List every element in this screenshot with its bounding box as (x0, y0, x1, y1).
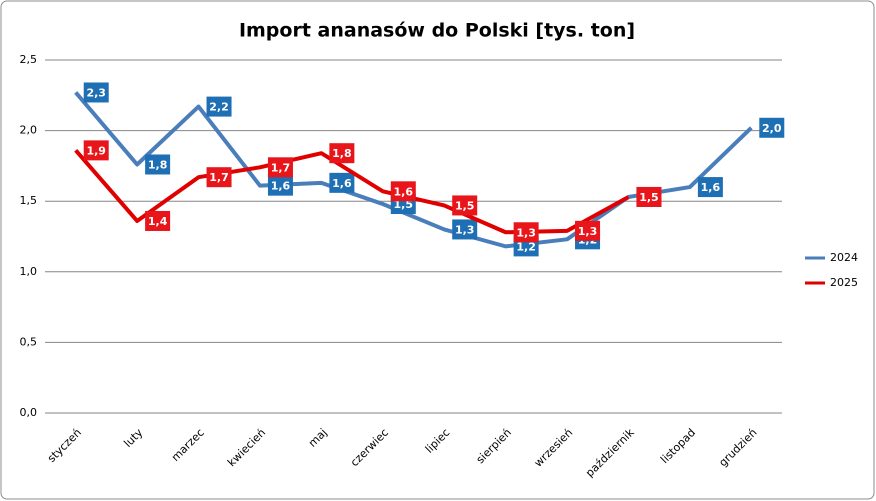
data-label: 1,6 (701, 181, 721, 194)
data-label-box (267, 175, 293, 196)
data-label-box (636, 186, 662, 207)
data-label-box (452, 195, 478, 216)
data-label: 1,3 (455, 223, 475, 236)
data-label-box (145, 210, 171, 231)
data-label-box (206, 96, 232, 117)
y-tick-label: 0,0 (20, 406, 38, 419)
data-label: 2,2 (209, 101, 229, 114)
data-label-box (390, 181, 416, 202)
data-label: 1,9 (86, 144, 106, 157)
data-label-box (145, 154, 171, 175)
data-label: 1,3 (578, 225, 598, 238)
data-label-box (697, 177, 723, 198)
data-label: 1,8 (332, 147, 352, 160)
data-label-box (267, 157, 293, 178)
y-tick-label: 0,5 (20, 335, 38, 348)
data-label-box (575, 220, 601, 241)
data-label: 2,3 (86, 86, 106, 99)
data-label-box (329, 143, 355, 164)
y-tick-label: 2,5 (20, 53, 38, 66)
data-label: 1,2 (516, 240, 536, 253)
data-label: 1,7 (271, 161, 291, 174)
data-label-box (83, 82, 109, 103)
data-label: 1,6 (394, 185, 414, 198)
data-label: 1,8 (148, 158, 168, 171)
data-label: 1,4 (148, 215, 168, 228)
data-label: 1,6 (271, 180, 291, 193)
legend-label: 2024 (830, 251, 858, 264)
chart-title: Import ananasów do Polski [tys. ton] (239, 20, 635, 42)
data-label: 2,0 (762, 122, 782, 135)
y-tick-label: 2,0 (20, 124, 38, 137)
data-label-box (83, 140, 109, 161)
data-label-box (206, 167, 232, 188)
data-label-box (329, 172, 355, 193)
data-label: 1,5 (455, 199, 475, 212)
data-label: 1,5 (639, 191, 659, 204)
data-label-box (452, 219, 478, 240)
y-tick-label: 1,5 (20, 194, 38, 207)
legend-label: 2025 (830, 276, 858, 289)
y-tick-label: 1,0 (20, 265, 38, 278)
data-label: 1,7 (209, 171, 229, 184)
data-label: 1,3 (516, 226, 536, 239)
data-label-box (513, 222, 539, 243)
data-label: 1,6 (332, 177, 352, 190)
data-label-box (759, 117, 785, 138)
